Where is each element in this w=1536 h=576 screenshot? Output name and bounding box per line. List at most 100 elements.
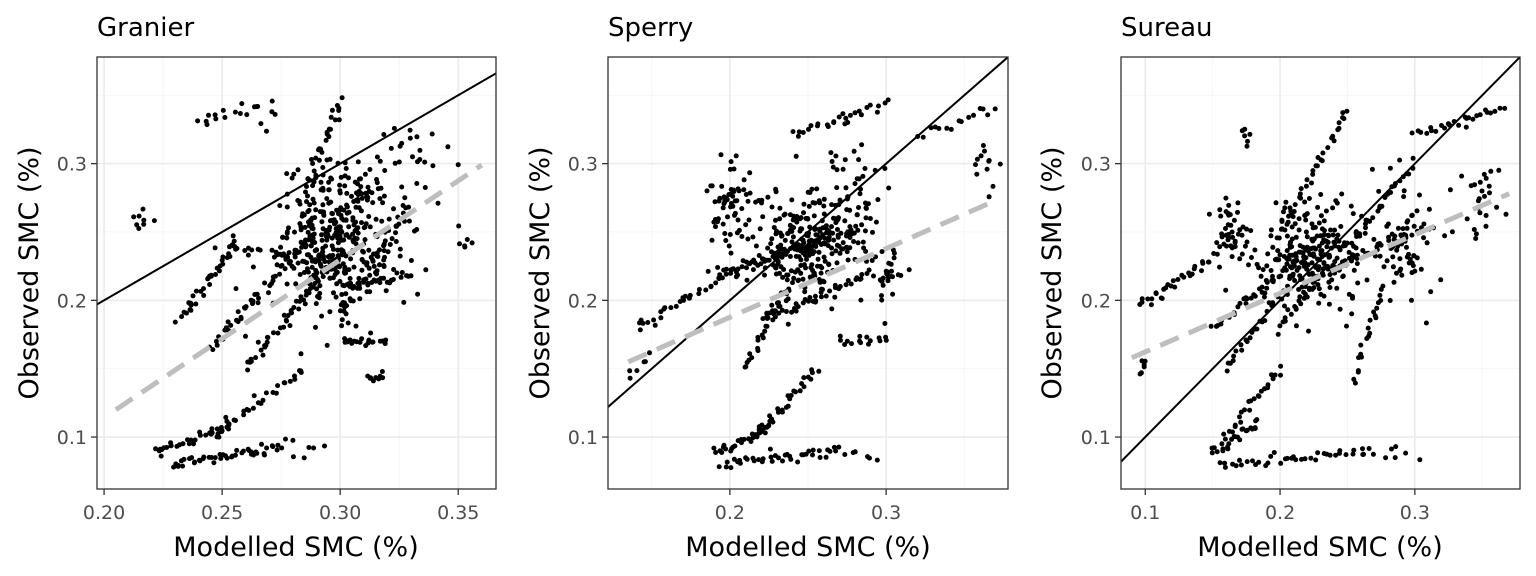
data-point [320, 187, 326, 193]
data-point [273, 390, 279, 396]
data-point [332, 117, 338, 123]
data-point [1222, 464, 1228, 470]
data-point [1282, 205, 1288, 211]
data-point [311, 168, 317, 174]
data-point [769, 302, 775, 308]
data-point [343, 291, 349, 297]
data-point [1459, 173, 1465, 179]
data-point [1463, 124, 1469, 130]
data-point [1387, 165, 1393, 171]
data-point [1473, 231, 1479, 237]
data-point [867, 338, 873, 344]
data-point [284, 171, 290, 177]
data-point [876, 103, 881, 109]
data-point [213, 338, 219, 344]
data-point [986, 194, 992, 200]
data-point [768, 241, 774, 247]
data-point [779, 409, 785, 415]
data-point [1369, 166, 1375, 172]
data-point [709, 183, 715, 189]
data-point [1297, 294, 1303, 300]
data-point [1268, 268, 1274, 273]
data-point [1218, 213, 1224, 219]
data-point [844, 338, 850, 344]
data-point [851, 148, 857, 154]
identity-line [97, 72, 496, 306]
data-point [885, 278, 891, 284]
data-point [1407, 256, 1413, 262]
data-point [445, 144, 451, 150]
data-point [391, 267, 397, 272]
data-point [1304, 245, 1310, 251]
data-point [320, 274, 326, 280]
data-point [867, 455, 872, 461]
data-point [1358, 351, 1364, 357]
data-point [809, 186, 815, 192]
x-tick-label: 0.2 [715, 502, 745, 524]
data-point [1296, 287, 1302, 292]
data-point [827, 448, 833, 454]
data-point [1449, 229, 1455, 235]
data-point [715, 265, 721, 270]
data-point [743, 192, 749, 197]
identity-line [608, 57, 1008, 408]
data-point [821, 203, 827, 209]
data-point [1351, 376, 1357, 382]
data-point [1390, 254, 1396, 260]
y-tick-label: 0.1 [568, 427, 598, 449]
data-point [798, 215, 804, 221]
data-point [342, 173, 348, 179]
data-point [271, 330, 276, 336]
data-point [379, 218, 385, 224]
data-point [1370, 451, 1376, 457]
data-point [260, 397, 266, 403]
data-point [859, 222, 865, 228]
data-point [847, 235, 853, 240]
data-point [1351, 447, 1357, 453]
data-point [346, 224, 352, 230]
data-point [1334, 285, 1340, 291]
data-point [1483, 213, 1489, 218]
data-point [1278, 363, 1284, 369]
data-point [857, 338, 862, 344]
data-point [864, 334, 870, 340]
data-point [1386, 234, 1391, 240]
data-point [346, 281, 352, 287]
panel-border [96, 56, 497, 490]
data-point [1421, 221, 1427, 227]
data-point [787, 453, 793, 459]
data-point [1316, 243, 1322, 249]
data-point [1288, 239, 1293, 245]
data-point [352, 179, 358, 185]
data-point [393, 239, 399, 244]
data-point [298, 370, 304, 375]
data-point [958, 119, 964, 125]
data-point [290, 454, 296, 460]
data-point [327, 275, 333, 281]
data-point [320, 202, 326, 208]
data-point [1240, 224, 1246, 230]
data-point [783, 309, 789, 314]
data-point [209, 426, 215, 432]
data-point [805, 189, 811, 195]
data-point [343, 253, 349, 259]
data-point [259, 441, 264, 447]
data-point [302, 301, 308, 307]
data-point [820, 278, 826, 284]
data-point [387, 242, 393, 247]
data-point [429, 131, 435, 137]
data-point [358, 176, 363, 182]
data-point [891, 255, 897, 261]
data-point [835, 227, 840, 232]
data-point [371, 263, 377, 269]
data-point [845, 120, 851, 125]
data-point [1220, 448, 1226, 454]
x-tick-label: 0.30 [319, 502, 361, 524]
data-point [220, 261, 226, 267]
data-point [879, 249, 885, 255]
data-point [1293, 251, 1299, 257]
data-point [374, 177, 379, 182]
data-point [774, 300, 780, 306]
data-point [415, 159, 420, 165]
data-point [1381, 264, 1387, 270]
